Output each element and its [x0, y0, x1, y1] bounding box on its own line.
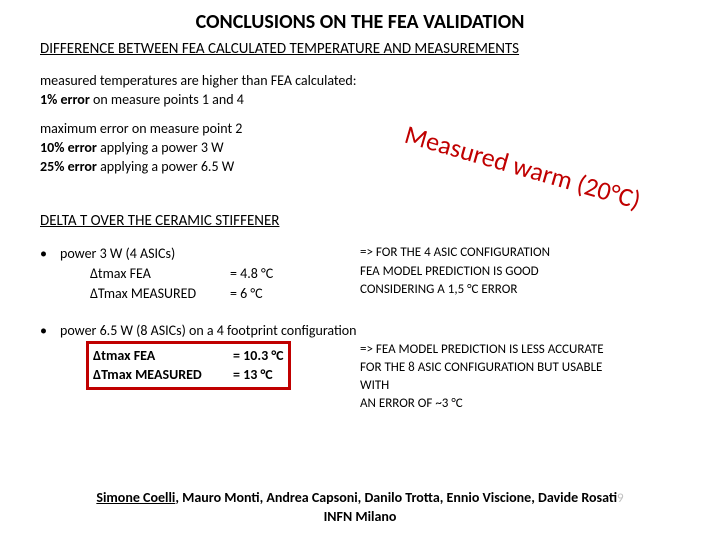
bullet-head: power 3 W (4 ASICs): [60, 244, 360, 264]
data-value: = 4.8 °C: [230, 264, 273, 284]
page-number: 9: [617, 491, 624, 506]
conclusion-line: => FOR THE 4 ASIC CONFIGURATION: [360, 244, 680, 262]
conclusion-line: FOR THE 8 ASIC CONFIGURATION BUT USABLE: [360, 359, 680, 377]
error-value: 25% error: [40, 158, 97, 175]
conclusion-line: AN ERROR OF ~3 °C: [360, 395, 680, 413]
data-label: Δtmax FEA: [90, 264, 230, 284]
text-line: 10% error applying a power 3 W: [40, 139, 680, 158]
conclusion-line: FEA MODEL PREDICTION IS GOOD: [360, 263, 680, 281]
bullet-list: • power 3 W (4 ASICs) Δtmax FEA = 4.8 °C…: [40, 244, 680, 413]
author-affiliation: INFN Milano: [324, 508, 397, 525]
data-label: ΔTmax MEASURED: [93, 365, 233, 385]
text-line: 1% error on measure points 1 and 4: [40, 91, 680, 110]
conclusion-line: CONSIDERING A 1,5 °C ERROR: [360, 281, 680, 299]
author-rest: , Mauro Monti, Andrea Capsoni, Danilo Tr…: [175, 489, 617, 506]
text-line: maximum error on measure point 2: [40, 120, 680, 139]
data-value: = 6 °C: [230, 284, 263, 304]
section-delta-t-heading: DELTA T OVER THE CERAMIC STIFFENER: [40, 212, 680, 230]
data-label: ΔTmax MEASURED: [90, 284, 230, 304]
text-span: applying a power 6.5 W: [97, 158, 234, 175]
author-underlined: Simone Coelli: [96, 489, 175, 506]
bullet-item: • power 6.5 W (8 ASICs) on a 4 footprint…: [40, 321, 680, 413]
error-value: 1% error: [40, 91, 90, 108]
text-span: applying a power 3 W: [97, 139, 224, 156]
bullet-marker: •: [40, 321, 60, 341]
conclusion-line: => FEA MODEL PREDICTION IS LESS ACCURATE: [360, 341, 680, 359]
highlighted-data-box: Δtmax FEA = 10.3 °C ΔTmax MEASURED = 13 …: [86, 341, 291, 390]
bullet-item: • power 3 W (4 ASICs) Δtmax FEA = 4.8 °C…: [40, 244, 680, 303]
bullet-head: power 6.5 W (8 ASICs) on a 4 footprint c…: [60, 321, 680, 341]
error-value: 10% error: [40, 139, 97, 156]
bullet-marker: •: [40, 244, 60, 264]
data-value: = 10.3 °C: [233, 346, 284, 366]
conclusion-line: WITH: [360, 377, 680, 395]
data-label: Δtmax FEA: [93, 346, 233, 366]
text-line: measured temperatures are higher than FE…: [40, 72, 680, 91]
section-difference: measured temperatures are higher than FE…: [40, 72, 680, 176]
text-span: on measure points 1 and 4: [90, 91, 244, 108]
data-value: = 13 °C: [233, 365, 273, 385]
slide-title: CONCLUSIONS ON THE FEA VALIDATION: [40, 10, 680, 34]
slide-subtitle: DIFFERENCE BETWEEN FEA CALCULATED TEMPER…: [40, 40, 680, 58]
author-line: Simone Coelli, Mauro Monti, Andrea Capso…: [0, 489, 720, 526]
